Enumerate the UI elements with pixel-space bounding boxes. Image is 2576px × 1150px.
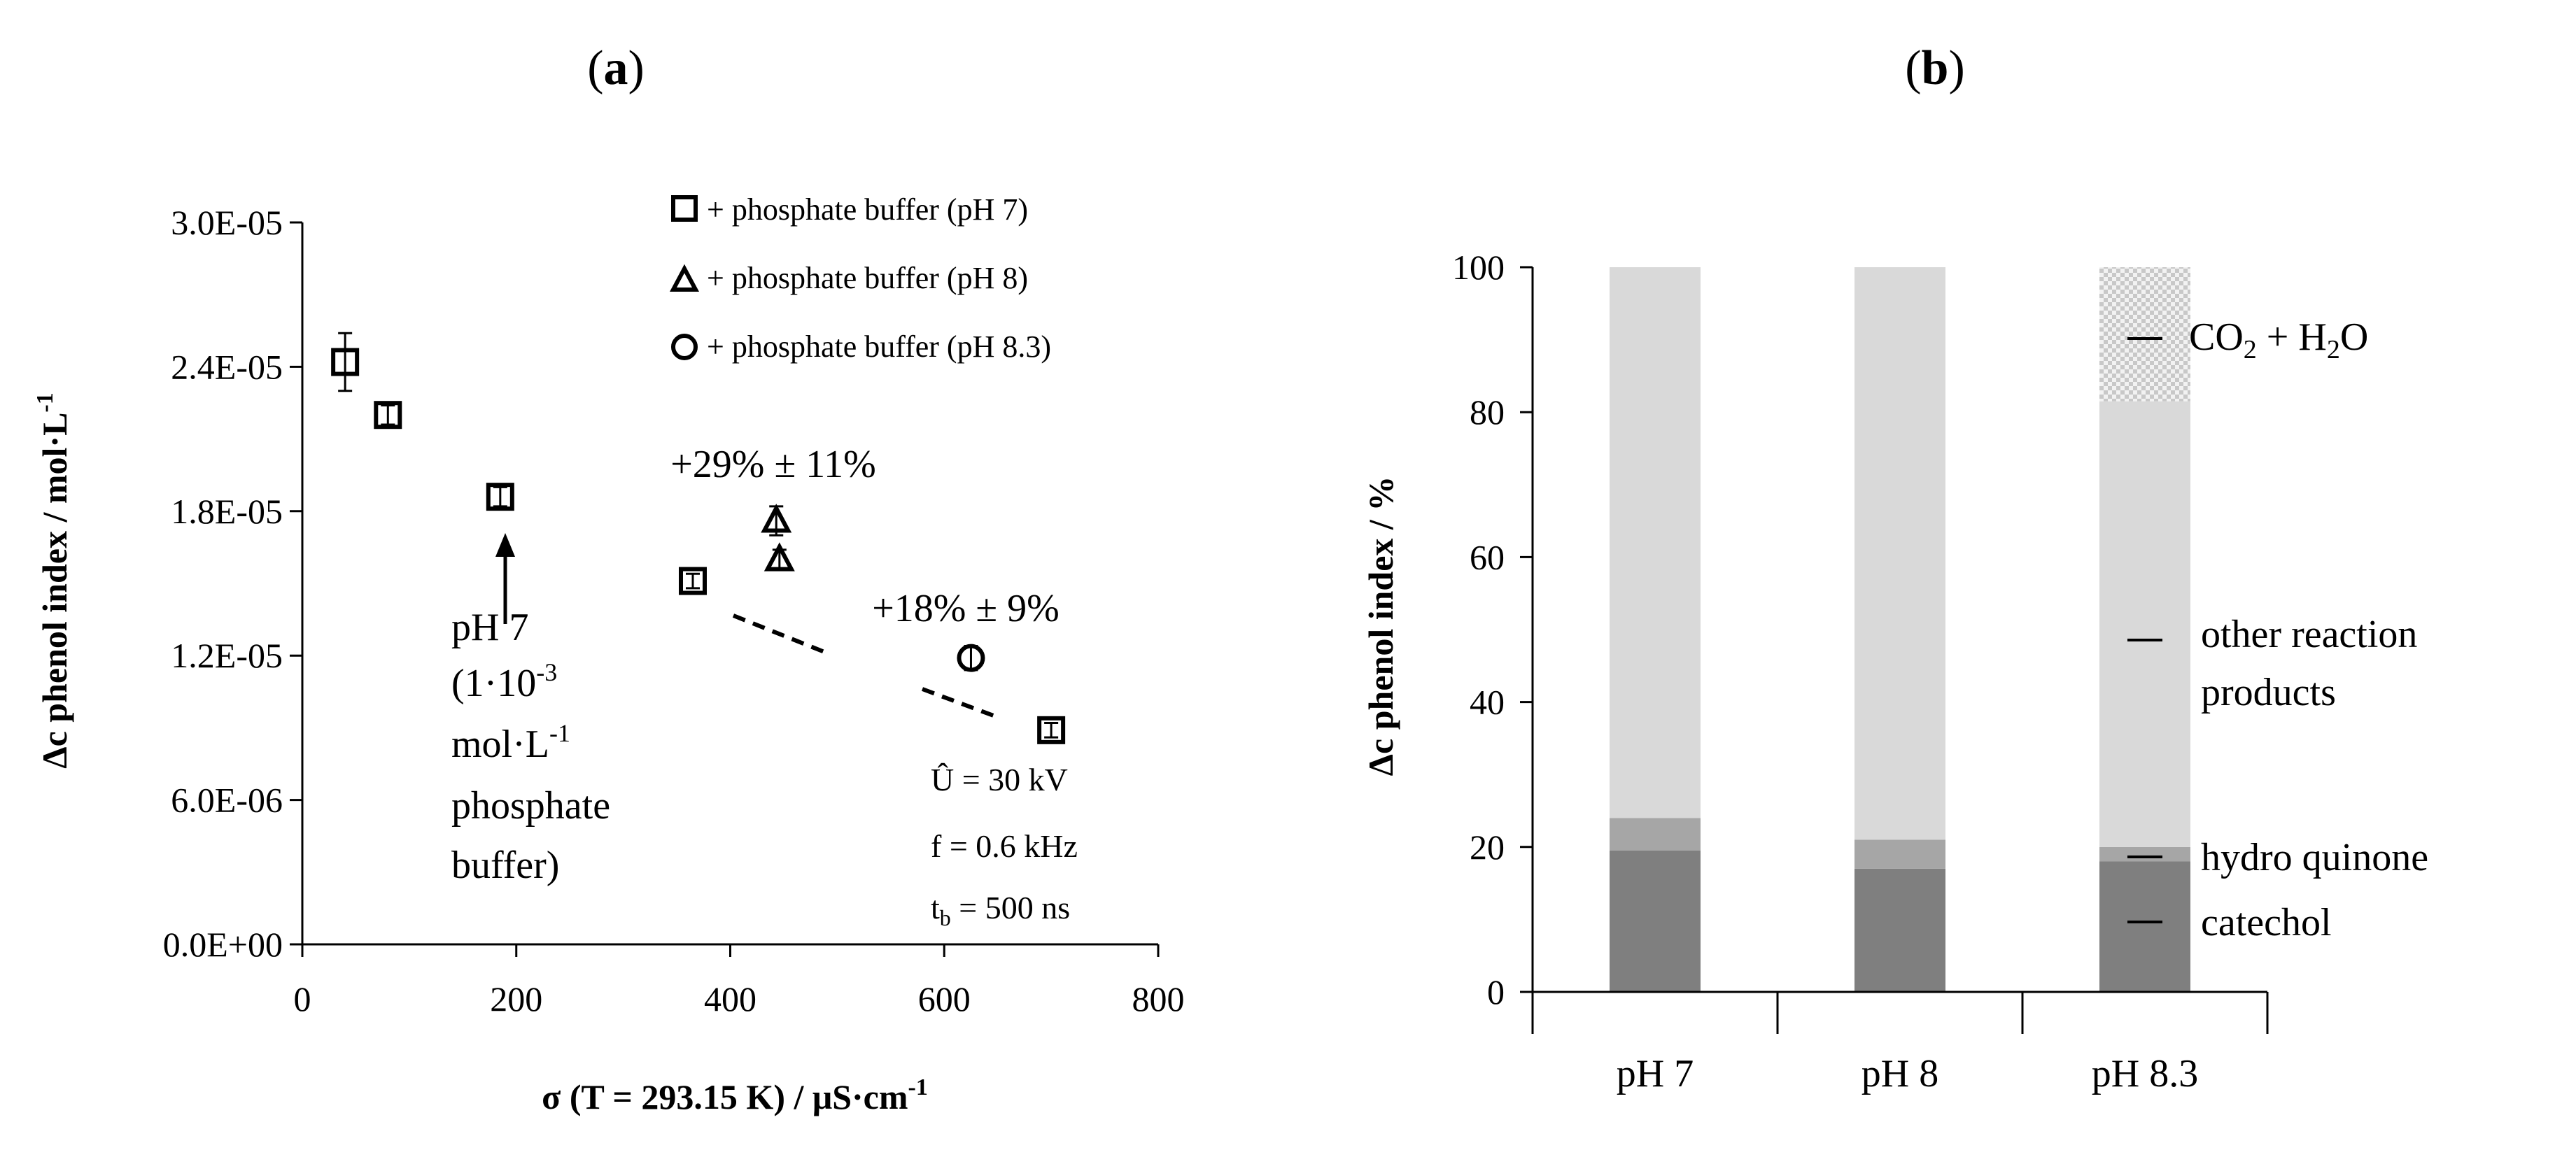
params-annotation: Û = 30 kV f = 0.6 kHz tb = 500 ns (931, 762, 1078, 930)
legend-item-ph8: + phosphate buffer (pH 8) (670, 261, 1028, 295)
ph7-line3: mol·L-1 (451, 719, 570, 766)
bar-segment-catechol (1610, 850, 1701, 992)
label-other-line2: products (2201, 671, 2336, 714)
x-tick-label: 0 (294, 979, 311, 1018)
tick-labels: 0.0E+00 6.0E-06 1.2E-05 1.8E-05 2.4E-05 3.0E-… (163, 203, 1185, 1018)
x-tick-label: 800 (1132, 979, 1185, 1018)
legend-item-ph7: + phosphate buffer (pH 7) (671, 192, 1028, 227)
label-co2: CO2 + H2O (2189, 315, 2368, 364)
y-tick-label: 3.0E-05 (171, 203, 283, 242)
bar-segment-catechol (2099, 861, 2190, 992)
ph7-arrow-head (495, 533, 515, 557)
legend-circle-marker (671, 334, 698, 360)
legend-item-ph83: + phosphate buffer (pH 8.3) (671, 329, 1051, 364)
x-category-label: pH 8 (1861, 1052, 1938, 1095)
legend-square-marker (671, 195, 698, 222)
y-tick-label-b: 100 (1452, 248, 1505, 287)
param-voltage: Û = 30 kV (931, 762, 1068, 797)
annotation-pct29: +29% ± 11% (670, 443, 876, 486)
x-tick-label: 400 (704, 979, 756, 1018)
data-point-square (678, 567, 707, 595)
data-point-square (1037, 716, 1066, 744)
scatter-chart: 0.0E+00 6.0E-06 1.2E-05 1.8E-05 2.4E-05 3.0E-… (32, 192, 1185, 1116)
bar-segment-co2 (2099, 267, 2190, 402)
legend-label-ph7: + phosphate buffer (pH 7) (707, 192, 1028, 227)
axes (290, 221, 1160, 957)
x-category-label: pH 8.3 (2092, 1052, 2198, 1095)
legend-label-ph8: + phosphate buffer (pH 8) (707, 261, 1028, 295)
x-tick-label: 200 (490, 979, 542, 1018)
legend-triangle-marker (670, 264, 699, 292)
panel-label-a: (a) (587, 41, 645, 95)
panel-label-b: (b) (1905, 41, 1965, 95)
trend-dash-1 (732, 613, 826, 654)
y-tick-label: 1.2E-05 (171, 636, 283, 675)
annotation-pct18: +18% ± 9% (872, 587, 1060, 630)
legend: + phosphate buffer (pH 7) + phosphate bu… (670, 192, 1051, 364)
bar-segment-hydro-quinone (1610, 818, 1701, 851)
stacked-bar-chart: 0 20 40 60 80 100 pH 7 pH 8 pH 8.3 Δc phenol ind… (1361, 248, 2428, 1095)
param-tb: tb = 500 ns (931, 890, 1070, 930)
data-point-square (486, 483, 514, 511)
data-points (331, 332, 1066, 744)
x-tick-label: 600 (918, 979, 971, 1018)
y-tick-label-b: 20 (1470, 828, 1505, 867)
data-point-circle (957, 644, 985, 672)
y-tick-label: 0.0E+00 (163, 925, 283, 964)
x-category-label: pH 7 (1617, 1052, 1694, 1095)
y-tick-label: 1.8E-05 (171, 492, 283, 531)
trend-dash-2 (921, 687, 999, 719)
y-axis-label-b: Δc phenol index / % (1361, 476, 1400, 776)
ph7-annotation: pH 7 (1·10-3 mol·L-1 phosphate buffer) (451, 606, 610, 887)
bar-segment-other (1610, 267, 1701, 818)
tick-labels: 0 20 40 60 80 100 pH 7 pH 8 pH 8.3 (1452, 248, 2198, 1095)
data-point-square (331, 348, 360, 376)
label-other-line1: other reaction (2201, 613, 2417, 656)
axes (1520, 266, 2269, 1034)
y-axis-label: Δc phenol index / mol·L-1 (32, 392, 74, 769)
legend-label-ph83: + phosphate buffer (pH 8.3) (707, 329, 1051, 364)
label-catechol: catechol (2201, 901, 2332, 944)
y-tick-label: 2.4E-05 (171, 347, 283, 386)
data-point-triangle (761, 504, 792, 533)
bar-segment-other (1854, 267, 1945, 840)
label-hydro: hydro quinone (2201, 836, 2428, 879)
y-tick-label-b: 80 (1470, 392, 1505, 432)
y-tick-label-b: 0 (1487, 972, 1505, 1011)
bar-segment-catechol (1854, 868, 1945, 992)
ph7-line5: buffer) (451, 844, 559, 887)
bar-segment-hydro-quinone (2099, 846, 2190, 862)
ph7-line4: phosphate (451, 784, 610, 828)
y-tick-label-b: 60 (1470, 537, 1505, 576)
bar-segment-other (2099, 401, 2190, 847)
series-labels: CO2 + H2O other reaction products hydro … (2127, 315, 2428, 944)
y-tick-label: 6.0E-06 (171, 781, 283, 820)
data-point-triangle (763, 542, 795, 572)
bar-segment-hydro-quinone (1854, 839, 1945, 869)
ph7-line2: (1·10-3 (451, 658, 557, 705)
y-tick-label-b: 40 (1470, 683, 1505, 722)
x-axis-label: σ (T = 293.15 K) / μS·cm-1 (542, 1074, 928, 1116)
bars (1610, 267, 2190, 992)
data-point-square (374, 401, 402, 430)
ph7-line1: pH 7 (451, 606, 528, 649)
param-frequency: f = 0.6 kHz (931, 828, 1078, 864)
